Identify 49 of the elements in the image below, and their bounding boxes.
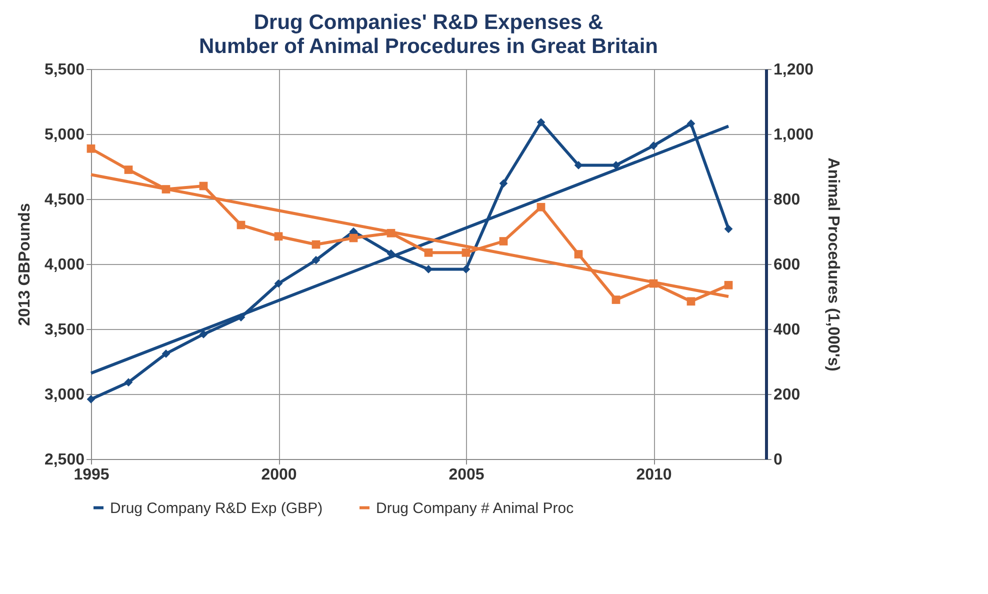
y2-tick-label: 200 xyxy=(774,386,800,404)
y2-tick-label: 800 xyxy=(774,192,800,208)
y-axis-title: 2013 GBPounds xyxy=(16,203,34,326)
point xyxy=(686,297,696,306)
y2-axis-title: Animal Procedures (1,000's) xyxy=(824,158,842,372)
point xyxy=(462,248,470,257)
point xyxy=(349,234,358,242)
point xyxy=(424,248,433,257)
x-tick-label: 2000 xyxy=(261,466,297,484)
point xyxy=(536,118,546,126)
point xyxy=(274,279,283,288)
point xyxy=(612,296,620,304)
point xyxy=(274,232,283,241)
point xyxy=(124,166,133,174)
point xyxy=(312,240,320,249)
point xyxy=(86,144,96,153)
y-tick-label: 3,000 xyxy=(44,386,85,404)
y2-tick-label: 1,000 xyxy=(774,126,814,144)
y2-tick-label: 0 xyxy=(774,452,782,468)
y-tick-label: 5,000 xyxy=(44,126,85,144)
y2-tick-label: 400 xyxy=(774,322,800,338)
x-tick-label: 2005 xyxy=(448,466,484,484)
point xyxy=(499,179,508,188)
point xyxy=(649,142,658,150)
point xyxy=(199,182,208,190)
y-tick-label: 4,000 xyxy=(44,256,85,274)
point xyxy=(724,224,733,234)
legend-label: Drug Company # Animal Proc xyxy=(376,500,574,517)
y2-tick-label: 1,200 xyxy=(774,62,814,78)
chart-title: Drug Companies' R&D Expenses & xyxy=(254,11,604,34)
point xyxy=(499,237,508,246)
point xyxy=(724,280,733,290)
x-tick-label: 1995 xyxy=(74,466,110,484)
y-tick-label: 4,500 xyxy=(44,192,85,208)
point xyxy=(536,202,546,212)
point xyxy=(686,119,696,128)
legend-label: Drug Company R&D Exp (GBP) xyxy=(110,500,323,517)
y-tick-label: 5,500 xyxy=(44,62,85,78)
x-tick-label: 2010 xyxy=(636,466,672,484)
point xyxy=(312,256,320,264)
y-tick-label: 2,500 xyxy=(44,452,85,468)
y-tick-label: 3,500 xyxy=(44,322,85,338)
point xyxy=(236,220,246,230)
point xyxy=(574,250,583,258)
chart-subtitle: Number of Animal Procedures in Great Britain xyxy=(199,35,658,58)
point xyxy=(124,378,133,386)
point xyxy=(86,395,96,404)
point xyxy=(162,350,170,358)
y2-tick-label: 600 xyxy=(774,256,800,274)
